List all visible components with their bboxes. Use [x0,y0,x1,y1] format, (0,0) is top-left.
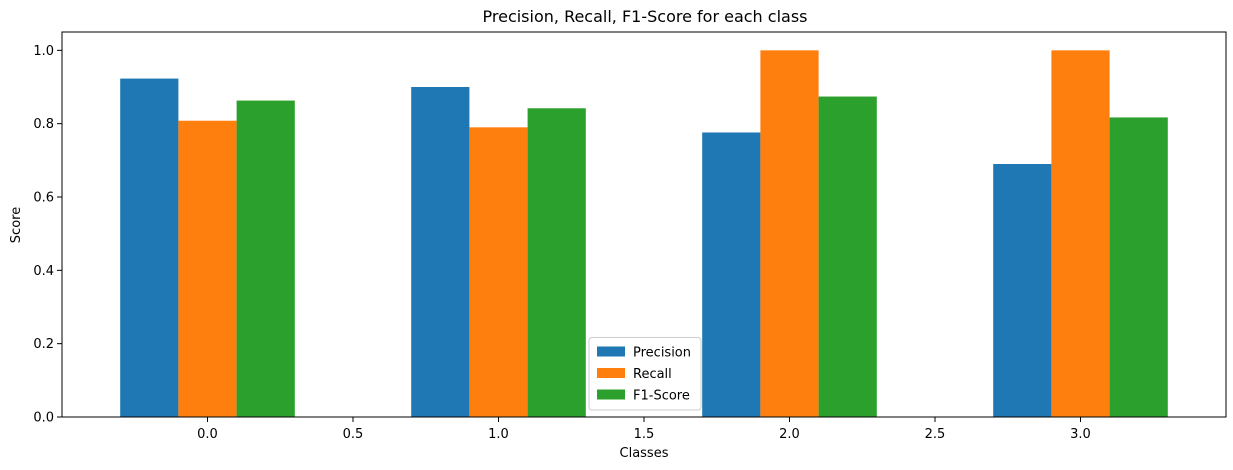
x-tick-label: 3.0 [1070,427,1091,442]
bar-precision-class-2 [702,132,761,417]
y-ticks: 0.0 0.2 0.4 0.6 0.8 1.0 [33,44,62,426]
legend: Precision Recall F1-Score [588,337,702,411]
x-axis-label: Classes [620,446,669,461]
plot-frame [61,31,1227,418]
legend-label-f1-score: F1-Score [633,389,690,404]
chart-title: Precision, Recall, F1-Score for each cla… [483,7,808,26]
x-tick-label: 1.0 [488,427,509,442]
x-tick-label: 0.0 [197,427,218,442]
y-tick-label: 0.0 [33,411,54,426]
y-tick-label: 1.0 [33,44,54,59]
bar-f1-score-class-0 [236,100,295,418]
legend-swatch-precision [597,346,625,357]
bars [120,50,1168,418]
legend-swatch-f1-score [597,389,625,400]
y-tick-label: 0.4 [33,264,54,279]
bar-f1-score-class-2 [818,96,877,418]
x-ticks: 0.0 0.5 1.0 1.5 2.0 2.5 3.0 [197,417,1091,442]
bar-f1-score-class-1 [527,108,586,418]
bar-precision-class-0 [120,78,179,418]
y-tick-label: 0.2 [33,337,54,352]
x-tick-label: 1.5 [634,427,655,442]
y-axis-label: Score [9,207,24,243]
y-tick-label: 0.6 [33,191,54,206]
x-tick-label: 0.5 [343,427,364,442]
legend-swatch-recall [597,368,625,378]
bar-precision-class-1 [411,87,470,417]
bar-f1-score-class-3 [1109,117,1168,417]
legend-label-precision: Precision [633,346,691,361]
bar-recall-class-3 [1051,50,1110,417]
legend-label-recall: Recall [633,367,672,382]
bar-recall-class-0 [178,120,237,417]
bar-recall-class-2 [760,50,819,417]
x-tick-label: 2.0 [779,427,800,442]
y-tick-label: 0.8 [33,117,54,132]
bar-precision-class-3 [993,164,1052,417]
x-tick-label: 2.5 [925,427,946,442]
bar-recall-class-1 [469,127,528,417]
